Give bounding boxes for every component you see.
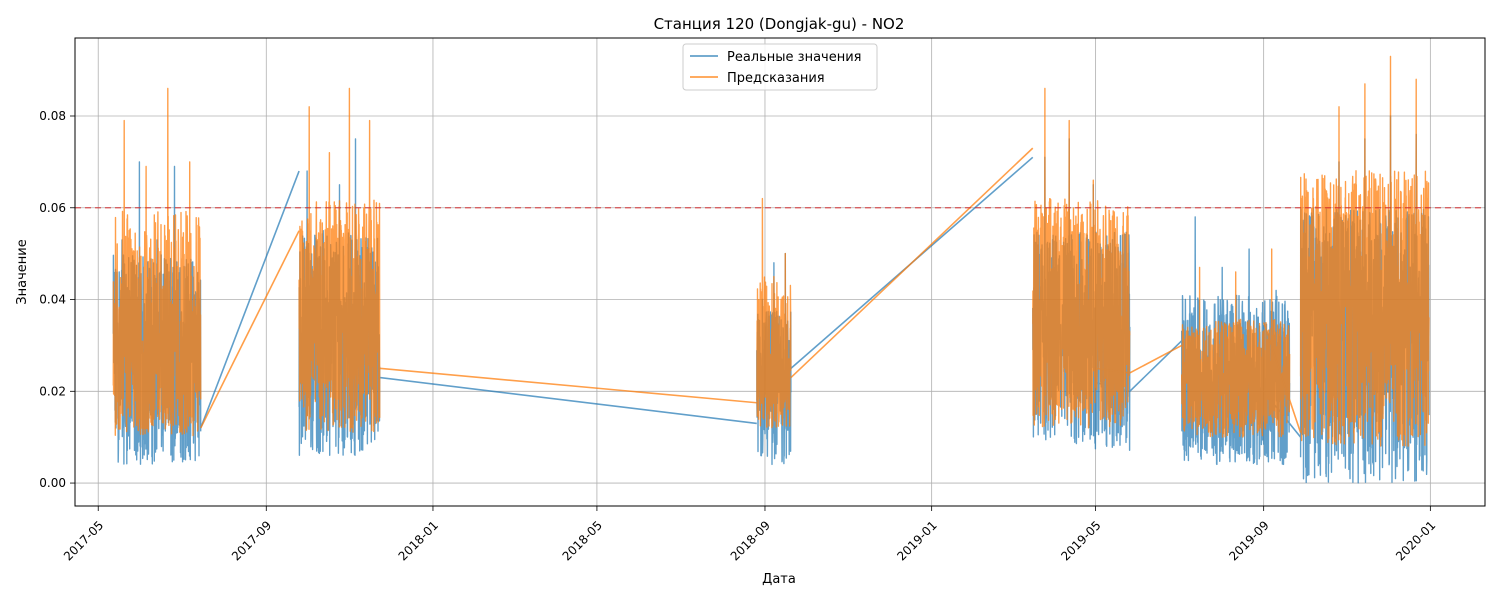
x-tick-label: 2018-05 bbox=[560, 518, 605, 563]
chart-title: Станция 120 (Dongjak-gu) - NO2 bbox=[654, 15, 905, 33]
x-tick-label: 2019-09 bbox=[1226, 518, 1271, 563]
y-tick-label: 0.00 bbox=[39, 476, 66, 490]
series-bridge-line bbox=[199, 230, 300, 429]
series-bridge-line bbox=[790, 147, 1034, 379]
legend-box bbox=[682, 43, 878, 91]
series-bridge-line bbox=[379, 367, 757, 404]
series-segment bbox=[756, 197, 792, 429]
x-tick-label: 2019-01 bbox=[894, 518, 939, 563]
series-layer bbox=[112, 55, 1430, 484]
series-segment bbox=[1032, 87, 1131, 429]
series-segment bbox=[1181, 248, 1291, 438]
y-axis-ticks: 0.00 0.02 0.04 0.06 0.08 bbox=[39, 109, 75, 490]
x-tick-label: 2017-09 bbox=[229, 518, 274, 563]
series-predicted bbox=[112, 55, 1430, 447]
legend-label-predicted: Предсказания bbox=[727, 71, 825, 86]
y-tick-label: 0.06 bbox=[39, 201, 66, 215]
series-bridge-line bbox=[379, 376, 757, 425]
y-axis-label: Значение bbox=[15, 239, 30, 304]
x-tick-label: 2018-01 bbox=[396, 518, 441, 563]
series-bridge-line bbox=[1094, 367, 1130, 374]
series-bridge-line bbox=[199, 170, 300, 429]
legend: Реальные значения Предсказания bbox=[682, 43, 878, 91]
x-tick-label: 2020-01 bbox=[1393, 518, 1438, 563]
series-segment bbox=[1299, 55, 1430, 447]
series-bridge-line bbox=[1262, 322, 1302, 433]
y-tick-label: 0.08 bbox=[39, 109, 66, 123]
series-bridge-line bbox=[1129, 344, 1183, 374]
plot-frame bbox=[74, 37, 1486, 507]
legend-label-real: Реальные значения bbox=[727, 50, 862, 65]
axes bbox=[74, 37, 1486, 507]
series-segment bbox=[112, 87, 202, 437]
x-axis-ticks: 2017-05 2017-09 2018-01 2018-05 2018-09 2019-… bbox=[61, 506, 1438, 564]
x-tick-label: 2018-09 bbox=[728, 518, 773, 563]
y-tick-label: 0.04 bbox=[39, 293, 66, 307]
x-tick-label: 2017-05 bbox=[61, 518, 106, 563]
x-tick-label: 2019-05 bbox=[1058, 518, 1103, 563]
x-axis-label: Дата bbox=[762, 572, 796, 587]
series-segment bbox=[298, 87, 381, 433]
y-tick-label: 0.02 bbox=[39, 384, 66, 398]
